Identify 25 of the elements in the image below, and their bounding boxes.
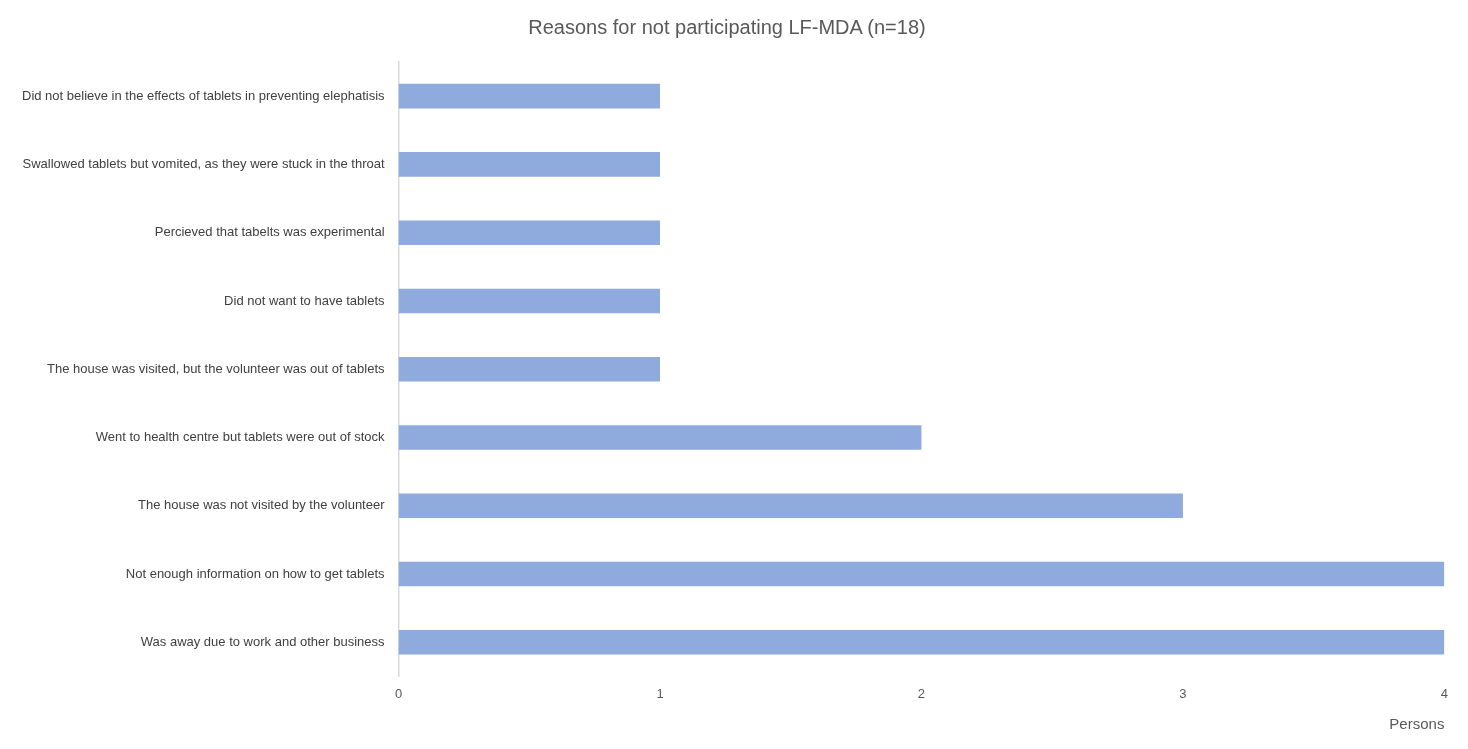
y-tick-label: Was away due to work and other business — [140, 633, 386, 649]
y-tick-label: Percieved that tabelts was experimental — [154, 224, 385, 240]
x-tick-label: 0 — [394, 685, 403, 701]
bar — [398, 356, 660, 382]
y-tick-label: Not enough information on how to get tablets — [125, 565, 386, 581]
y-tick-label: Swallowed tablets but vomited, as they were stuck in the throat — [22, 155, 385, 171]
y-tick-label: Went to health centre but tablets were out of stock — [95, 429, 386, 445]
x-axis-title: Persons — [1389, 715, 1445, 733]
bar — [398, 629, 1445, 655]
y-tick-label: The house was not visited by the volunteer — [138, 497, 386, 513]
x-tick-label: 4 — [1440, 685, 1448, 701]
x-tick-label: 1 — [656, 685, 664, 701]
x-tick-label: 2 — [917, 685, 926, 701]
bar — [398, 493, 1183, 519]
bar — [398, 220, 660, 245]
bar — [398, 83, 660, 109]
y-tick-label: The house was visited, but the volunteer was out of tablets — [47, 360, 386, 376]
bar — [398, 288, 660, 314]
y-tick-label: Did not want to have tablets — [224, 292, 386, 308]
bar — [398, 425, 922, 450]
y-tick-label: Did not believe in the effects of tablets in preventing elephatisis — [21, 87, 386, 103]
bar — [398, 561, 1445, 587]
chart-title: Reasons for not participating LF-MDA (n=18) — [528, 15, 926, 38]
x-tick-label: 3 — [1179, 685, 1187, 701]
bar — [398, 152, 660, 177]
